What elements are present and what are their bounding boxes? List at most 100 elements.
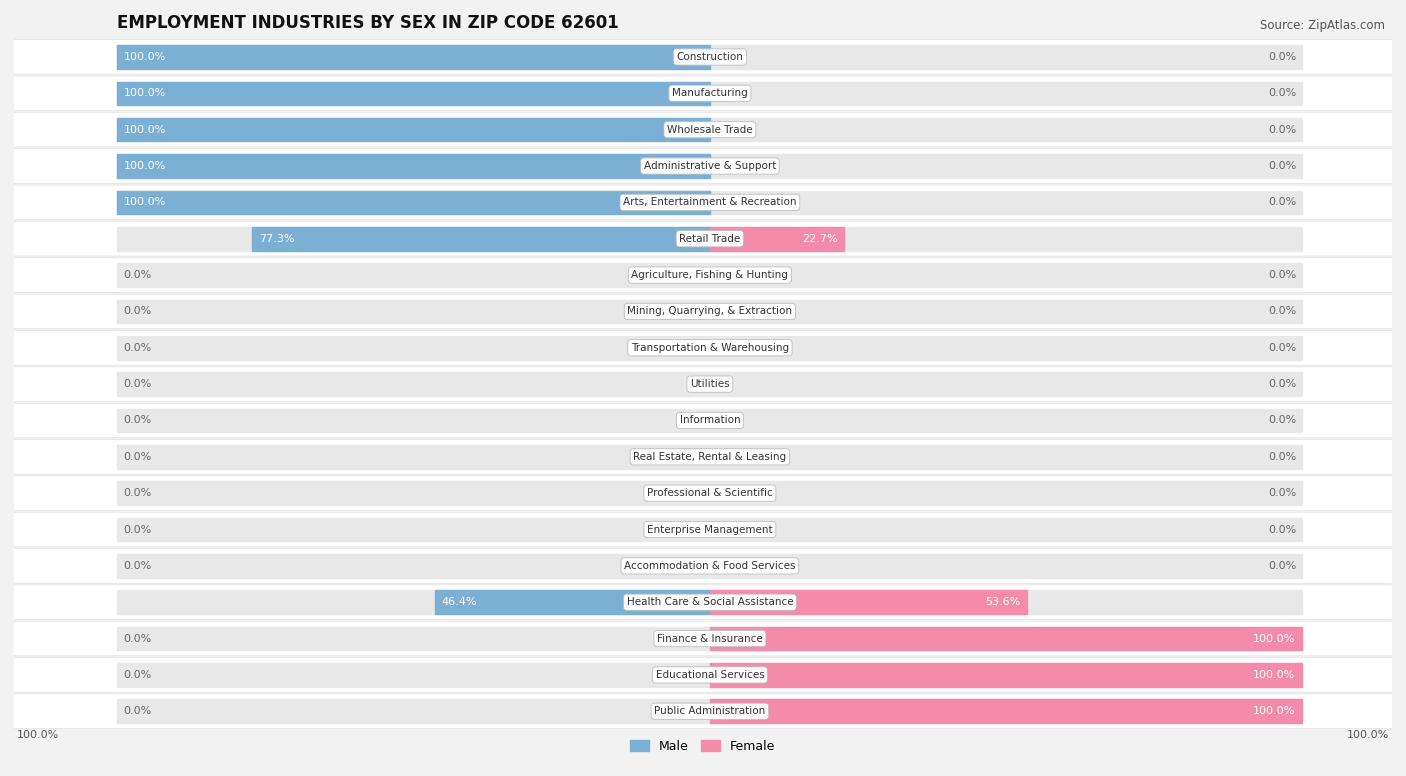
Text: 0.0%: 0.0% bbox=[122, 415, 152, 425]
Text: 0.0%: 0.0% bbox=[122, 670, 152, 680]
Text: 100.0%: 100.0% bbox=[124, 52, 166, 62]
Text: Transportation & Warehousing: Transportation & Warehousing bbox=[631, 343, 789, 353]
Text: Wholesale Trade: Wholesale Trade bbox=[666, 125, 752, 135]
Text: 100.0%: 100.0% bbox=[124, 161, 166, 171]
Text: 0.0%: 0.0% bbox=[1268, 197, 1296, 207]
Text: Agriculture, Fishing & Hunting: Agriculture, Fishing & Hunting bbox=[631, 270, 789, 280]
Bar bbox=[118, 191, 1302, 214]
Bar bbox=[118, 445, 1302, 469]
Text: 22.7%: 22.7% bbox=[801, 234, 838, 244]
Bar bbox=[118, 45, 1302, 69]
FancyBboxPatch shape bbox=[10, 657, 1396, 692]
Text: 100.0%: 100.0% bbox=[124, 197, 166, 207]
Bar bbox=[117, 118, 710, 141]
Text: 0.0%: 0.0% bbox=[122, 633, 152, 643]
Text: 0.0%: 0.0% bbox=[122, 379, 152, 389]
Text: 100.0%: 100.0% bbox=[1253, 706, 1295, 716]
FancyBboxPatch shape bbox=[10, 40, 1396, 74]
Text: Manufacturing: Manufacturing bbox=[672, 88, 748, 99]
Text: Retail Trade: Retail Trade bbox=[679, 234, 741, 244]
FancyBboxPatch shape bbox=[10, 258, 1396, 293]
Text: 53.6%: 53.6% bbox=[986, 598, 1021, 607]
Text: Professional & Scientific: Professional & Scientific bbox=[647, 488, 773, 498]
Bar bbox=[117, 45, 710, 69]
Text: Mining, Quarrying, & Extraction: Mining, Quarrying, & Extraction bbox=[627, 307, 793, 317]
FancyBboxPatch shape bbox=[10, 149, 1396, 183]
Text: Accommodation & Food Services: Accommodation & Food Services bbox=[624, 561, 796, 571]
Text: 0.0%: 0.0% bbox=[122, 488, 152, 498]
Text: 100.0%: 100.0% bbox=[124, 125, 166, 135]
Text: Arts, Entertainment & Recreation: Arts, Entertainment & Recreation bbox=[623, 197, 797, 207]
Text: 0.0%: 0.0% bbox=[1268, 52, 1296, 62]
Text: 0.0%: 0.0% bbox=[1268, 307, 1296, 317]
Text: 0.0%: 0.0% bbox=[1268, 379, 1296, 389]
Text: 0.0%: 0.0% bbox=[1268, 125, 1296, 135]
FancyBboxPatch shape bbox=[10, 113, 1396, 147]
Text: Finance & Insurance: Finance & Insurance bbox=[657, 633, 763, 643]
FancyBboxPatch shape bbox=[10, 294, 1396, 329]
Bar bbox=[710, 591, 1028, 614]
FancyBboxPatch shape bbox=[10, 476, 1396, 511]
Bar bbox=[118, 300, 1302, 324]
Bar bbox=[118, 372, 1302, 396]
Bar bbox=[710, 227, 845, 251]
Legend: Male, Female: Male, Female bbox=[626, 735, 780, 757]
Text: Information: Information bbox=[679, 415, 740, 425]
Text: 100.0%: 100.0% bbox=[1253, 633, 1295, 643]
Bar bbox=[118, 118, 1302, 141]
Bar bbox=[118, 81, 1302, 105]
Text: Utilities: Utilities bbox=[690, 379, 730, 389]
Text: 0.0%: 0.0% bbox=[1268, 161, 1296, 171]
Bar bbox=[118, 336, 1302, 359]
Text: 0.0%: 0.0% bbox=[122, 270, 152, 280]
FancyBboxPatch shape bbox=[10, 331, 1396, 365]
Text: 46.4%: 46.4% bbox=[441, 598, 478, 607]
Bar bbox=[117, 191, 710, 214]
Text: 100.0%: 100.0% bbox=[1347, 730, 1389, 740]
Bar bbox=[710, 663, 1302, 687]
Bar bbox=[118, 154, 1302, 178]
Bar bbox=[118, 627, 1302, 650]
Text: Construction: Construction bbox=[676, 52, 744, 62]
Text: Educational Services: Educational Services bbox=[655, 670, 765, 680]
Text: 0.0%: 0.0% bbox=[1268, 343, 1296, 353]
FancyBboxPatch shape bbox=[10, 512, 1396, 547]
Text: 0.0%: 0.0% bbox=[1268, 525, 1296, 535]
Text: 100.0%: 100.0% bbox=[1253, 670, 1295, 680]
FancyBboxPatch shape bbox=[10, 367, 1396, 401]
FancyBboxPatch shape bbox=[10, 221, 1396, 256]
Bar bbox=[118, 409, 1302, 432]
Text: Real Estate, Rental & Leasing: Real Estate, Rental & Leasing bbox=[633, 452, 786, 462]
Text: Public Administration: Public Administration bbox=[654, 706, 765, 716]
Text: 100.0%: 100.0% bbox=[17, 730, 59, 740]
Bar bbox=[118, 554, 1302, 577]
Text: 0.0%: 0.0% bbox=[1268, 452, 1296, 462]
FancyBboxPatch shape bbox=[10, 185, 1396, 220]
Bar bbox=[118, 699, 1302, 723]
Text: Enterprise Management: Enterprise Management bbox=[647, 525, 773, 535]
FancyBboxPatch shape bbox=[10, 585, 1396, 619]
Bar bbox=[434, 591, 710, 614]
Text: 0.0%: 0.0% bbox=[122, 452, 152, 462]
FancyBboxPatch shape bbox=[10, 76, 1396, 111]
FancyBboxPatch shape bbox=[10, 549, 1396, 583]
Text: 0.0%: 0.0% bbox=[1268, 561, 1296, 571]
Bar bbox=[252, 227, 710, 251]
Bar bbox=[118, 263, 1302, 287]
Text: 0.0%: 0.0% bbox=[1268, 270, 1296, 280]
Bar bbox=[710, 627, 1302, 650]
Text: Source: ZipAtlas.com: Source: ZipAtlas.com bbox=[1260, 19, 1385, 32]
Bar bbox=[117, 154, 710, 178]
Bar bbox=[710, 699, 1302, 723]
Text: EMPLOYMENT INDUSTRIES BY SEX IN ZIP CODE 62601: EMPLOYMENT INDUSTRIES BY SEX IN ZIP CODE… bbox=[118, 13, 619, 32]
FancyBboxPatch shape bbox=[10, 694, 1396, 729]
Bar bbox=[118, 227, 1302, 251]
Bar bbox=[118, 518, 1302, 542]
Bar bbox=[117, 81, 710, 105]
Text: 77.3%: 77.3% bbox=[259, 234, 294, 244]
Text: 0.0%: 0.0% bbox=[1268, 415, 1296, 425]
Text: 0.0%: 0.0% bbox=[122, 525, 152, 535]
Bar bbox=[118, 481, 1302, 505]
FancyBboxPatch shape bbox=[10, 622, 1396, 656]
Text: 0.0%: 0.0% bbox=[122, 561, 152, 571]
